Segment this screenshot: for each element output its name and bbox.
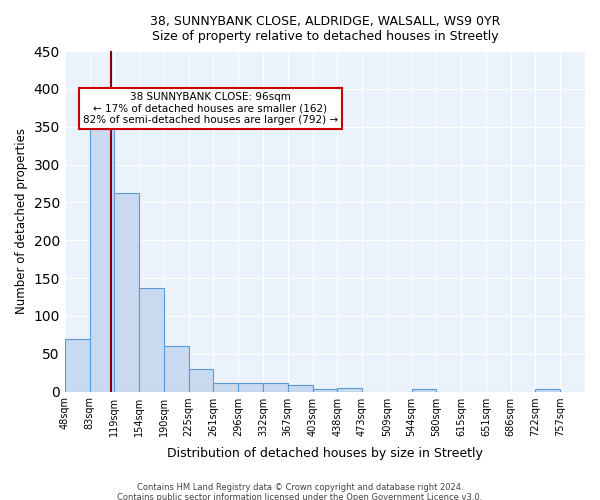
Bar [89, 96, 115, 392]
Bar [412, 388, 436, 392]
Title: 38, SUNNYBANK CLOSE, ALDRIDGE, WALSALL, WS9 0YR
Size of property relative to det: 38, SUNNYBANK CLOSE, ALDRIDGE, WALSALL, … [150, 15, 500, 43]
Text: Contains HM Land Registry data © Crown copyright and database right 2024.: Contains HM Land Registry data © Crown c… [137, 483, 463, 492]
Bar [535, 388, 560, 392]
Bar [214, 383, 238, 392]
Bar [188, 369, 214, 392]
Bar [164, 346, 188, 392]
Y-axis label: Number of detached properties: Number of detached properties [15, 128, 28, 314]
Bar [238, 383, 263, 392]
Bar [313, 388, 337, 392]
Text: Contains public sector information licensed under the Open Government Licence v3: Contains public sector information licen… [118, 493, 482, 500]
Bar [288, 386, 313, 392]
Bar [115, 194, 139, 392]
Bar [263, 383, 288, 392]
Bar [65, 338, 89, 392]
X-axis label: Distribution of detached houses by size in Streetly: Distribution of detached houses by size … [167, 447, 483, 460]
Text: 38 SUNNYBANK CLOSE: 96sqm
← 17% of detached houses are smaller (162)
82% of semi: 38 SUNNYBANK CLOSE: 96sqm ← 17% of detac… [83, 92, 338, 125]
Bar [139, 288, 164, 392]
Bar [337, 388, 362, 392]
